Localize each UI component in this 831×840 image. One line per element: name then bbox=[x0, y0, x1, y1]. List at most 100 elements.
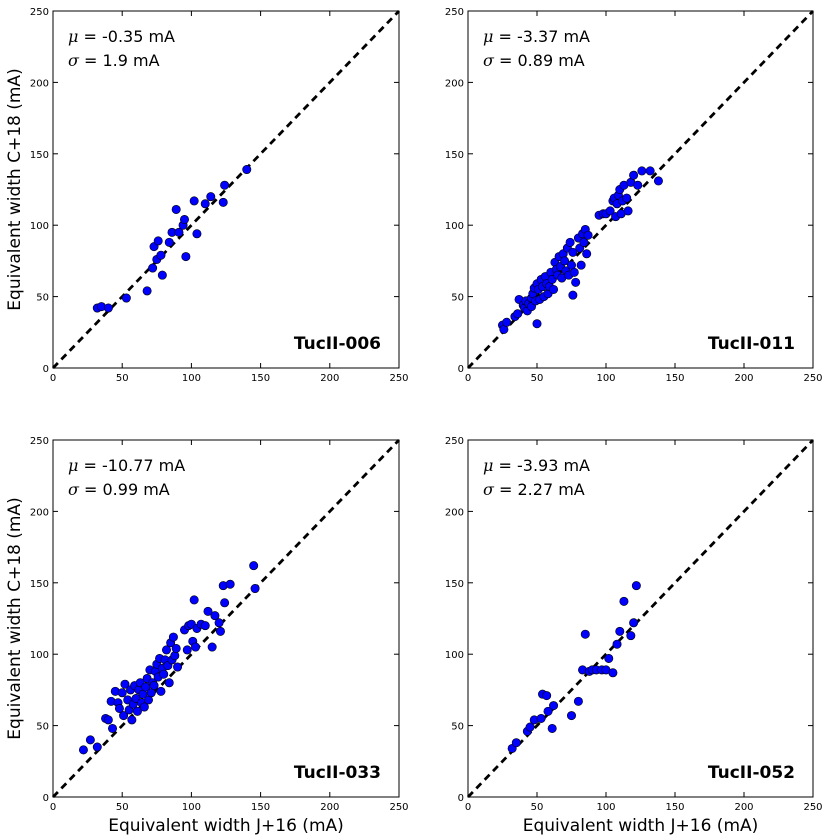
data-point bbox=[173, 662, 183, 672]
data-point bbox=[200, 621, 210, 631]
data-point bbox=[573, 696, 583, 706]
data-point bbox=[549, 284, 559, 294]
y-tick-label: 100 bbox=[445, 650, 464, 661]
y-tick-label: 0 bbox=[458, 793, 464, 804]
mu-annotation: μ = -3.93 mA bbox=[483, 456, 590, 475]
x-tick-label: 100 bbox=[182, 373, 201, 384]
data-point bbox=[653, 176, 663, 186]
x-tick-label: 150 bbox=[665, 373, 684, 384]
x-tick-label: 100 bbox=[596, 373, 615, 384]
data-point bbox=[225, 579, 235, 589]
y-tick-label: 200 bbox=[30, 507, 49, 518]
mu-annotation: μ = -0.35 mA bbox=[68, 27, 175, 46]
y-tick-label: 150 bbox=[445, 150, 464, 161]
data-point bbox=[502, 317, 512, 327]
y-tick-label: 250 bbox=[30, 436, 49, 447]
data-point bbox=[214, 618, 224, 628]
x-tick-label: 200 bbox=[734, 802, 753, 813]
data-point bbox=[543, 706, 553, 716]
panel-tucii-052: 0 50 100 150 200 250 0 50 100 150 200 250 μ = -3.93 … bbox=[445, 436, 823, 836]
data-point bbox=[159, 669, 169, 679]
x-tick-label: 200 bbox=[320, 373, 339, 384]
y-tick-label: 100 bbox=[445, 221, 464, 232]
data-point bbox=[568, 247, 578, 257]
data-point bbox=[117, 688, 127, 698]
data-point bbox=[142, 286, 152, 296]
x-tick-label: 150 bbox=[665, 802, 684, 813]
y-axis-label: Equivalent width C+18 (mA) bbox=[5, 497, 25, 739]
data-point bbox=[182, 645, 192, 655]
y-tick-label: 200 bbox=[30, 78, 49, 89]
data-point bbox=[168, 632, 178, 642]
x-tick-label: 0 bbox=[465, 373, 471, 384]
panel-tucii-006: 0 50 100 150 200 250 0 50 100 150 200 250 μ = -0.35 … bbox=[5, 7, 409, 384]
x-axis-label: Equivalent width J+16 (mA) bbox=[523, 816, 759, 836]
data-point bbox=[207, 642, 217, 652]
data-point bbox=[153, 236, 163, 246]
data-point bbox=[157, 270, 167, 280]
data-point bbox=[203, 606, 213, 616]
sigma-symbol: σ bbox=[68, 51, 80, 70]
data-point bbox=[171, 643, 181, 653]
y-tick-label: 50 bbox=[451, 722, 464, 733]
data-point bbox=[542, 691, 552, 701]
data-point bbox=[85, 735, 95, 745]
mu-symbol: μ bbox=[68, 27, 78, 46]
data-point bbox=[206, 192, 216, 202]
y-tick-label: 0 bbox=[458, 364, 464, 375]
y-tick-label: 200 bbox=[445, 78, 464, 89]
y-tick-label: 250 bbox=[30, 7, 49, 18]
data-point bbox=[164, 237, 174, 247]
data-point bbox=[127, 715, 137, 725]
y-tick-label: 50 bbox=[36, 293, 49, 304]
y-tick-label: 250 bbox=[445, 436, 464, 447]
data-point bbox=[210, 611, 220, 621]
data-point bbox=[200, 199, 210, 209]
x-tick-label: 200 bbox=[320, 802, 339, 813]
panel-title: TucII-006 bbox=[294, 334, 381, 354]
x-tick-label: 100 bbox=[182, 802, 201, 813]
data-point bbox=[645, 166, 655, 176]
y-tick-label: 50 bbox=[451, 293, 464, 304]
data-point bbox=[547, 723, 557, 733]
data-point bbox=[250, 584, 260, 594]
panel-tucii-033: 0 50 100 150 200 250 0 50 100 150 200 250 μ = -10.77… bbox=[5, 436, 409, 836]
sigma-value: = 0.89 mA bbox=[494, 51, 585, 70]
data-point bbox=[619, 596, 629, 606]
data-point bbox=[242, 165, 252, 175]
data-point bbox=[583, 230, 593, 240]
data-point bbox=[121, 293, 131, 303]
data-point bbox=[108, 723, 118, 733]
x-tick-label: 250 bbox=[803, 373, 822, 384]
x-tick-label: 250 bbox=[803, 802, 822, 813]
y-tick-label: 100 bbox=[30, 221, 49, 232]
sigma-value: = 2.27 mA bbox=[494, 480, 585, 499]
data-point bbox=[560, 256, 570, 266]
y-tick-label: 150 bbox=[445, 579, 464, 590]
data-point bbox=[78, 745, 88, 755]
x-tick-label: 50 bbox=[116, 373, 129, 384]
data-point bbox=[633, 180, 643, 190]
data-point bbox=[612, 639, 622, 649]
panel-title: TucII-011 bbox=[708, 334, 795, 354]
data-point bbox=[511, 738, 521, 748]
data-point bbox=[92, 742, 102, 752]
data-point bbox=[615, 626, 625, 636]
data-point bbox=[149, 681, 159, 691]
y-tick-label: 150 bbox=[30, 579, 49, 590]
mu-symbol: μ bbox=[68, 456, 78, 475]
data-point bbox=[139, 702, 149, 712]
x-tick-label: 250 bbox=[389, 802, 408, 813]
x-tick-label: 0 bbox=[50, 373, 56, 384]
data-point bbox=[579, 237, 589, 247]
identity-line bbox=[466, 10, 815, 369]
panel-title: TucII-033 bbox=[294, 763, 381, 783]
data-point bbox=[148, 263, 158, 273]
data-point bbox=[114, 703, 124, 713]
data-point bbox=[179, 214, 189, 224]
data-point bbox=[191, 642, 201, 652]
sigma-symbol: σ bbox=[68, 480, 80, 499]
identity-line bbox=[51, 439, 401, 798]
data-point bbox=[536, 713, 546, 723]
